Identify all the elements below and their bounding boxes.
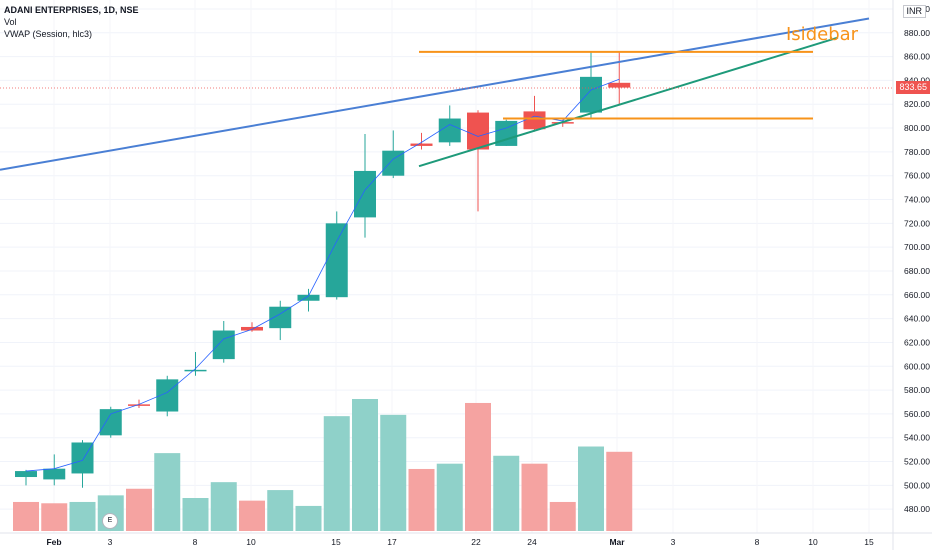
candle-body: [467, 112, 489, 150]
candle-body: [212, 330, 235, 360]
candle-body: [438, 118, 461, 143]
time-tick-label: 15: [331, 537, 341, 547]
volume-bar: [239, 500, 265, 531]
resistance-trendline: [0, 17, 870, 171]
volume-bar: [465, 402, 491, 531]
candle-body: [297, 294, 320, 301]
time-tick-label: Mar: [609, 537, 625, 547]
candle-body: [128, 404, 150, 406]
candle-body: [382, 150, 405, 176]
candle-body: [523, 111, 546, 130]
volume-bar: [13, 501, 39, 531]
price-tick-label: 500.00: [904, 480, 930, 490]
volume-bar: [295, 505, 322, 531]
volume-bar: [408, 468, 435, 531]
time-tick-label: 17: [387, 537, 397, 547]
candle-body: [241, 326, 263, 331]
chart-legend: ADANI ENTERPRISES, 1D, NSE Vol VWAP (Ses…: [4, 4, 139, 40]
price-tick-label: 680.00: [904, 266, 930, 276]
volume-bar: [126, 488, 152, 531]
volume-bar: [521, 463, 548, 531]
volume-bar: [578, 446, 604, 531]
volume-bar: [267, 490, 294, 531]
volume-bar: [154, 453, 181, 531]
price-tick-label: 480.00: [904, 504, 930, 514]
time-tick-label: 3: [671, 537, 676, 547]
candle-body: [71, 442, 94, 474]
price-tick-label: 620.00: [904, 337, 930, 347]
price-tick-label: 880.00: [904, 28, 930, 38]
symbol-title[interactable]: ADANI ENTERPRISES, 1D, NSE: [4, 5, 139, 15]
support-trendline: [418, 36, 839, 168]
drawings: [0, 17, 870, 171]
vwap-indicator-label[interactable]: VWAP (Session, hlc3): [4, 29, 93, 39]
volume-bar: [493, 455, 520, 531]
candles: [15, 51, 631, 488]
earnings-icon[interactable]: E: [102, 513, 118, 529]
time-axis: Feb 3 8 10 15 17 22 24 Mar 3 8 10 15: [0, 532, 932, 547]
price-tick-label: 600.00: [904, 361, 930, 371]
time-tick-label: 3: [108, 537, 113, 547]
candle-body: [580, 76, 602, 113]
candle-body: [269, 306, 292, 329]
volume-bar: [69, 501, 96, 531]
time-tick-label: 8: [193, 537, 198, 547]
price-tick-label: 780.00: [904, 147, 930, 157]
last-price-badge: 833.65: [896, 81, 930, 94]
volume-bar: [549, 501, 576, 531]
candle-body: [354, 170, 376, 218]
time-tick-label: 10: [246, 537, 256, 547]
chart-grid: [0, 8, 893, 510]
time-tick-label: 24: [527, 537, 537, 547]
time-tick-label: 8: [755, 537, 760, 547]
candle-body: [15, 471, 37, 478]
time-tick-label: 15: [864, 537, 874, 547]
volume-bar: [352, 399, 378, 531]
author-watermark: Isidebar: [786, 24, 859, 45]
volume-indicator-label[interactable]: Vol: [4, 17, 17, 27]
volume-bar: [41, 503, 68, 531]
candle-body: [325, 223, 348, 298]
price-tick-label: 740.00: [904, 195, 930, 205]
candle-body: [410, 143, 433, 146]
price-tick-label: 540.00: [904, 433, 930, 443]
volume-bar: [380, 414, 407, 531]
price-tick-label: 640.00: [904, 314, 930, 324]
volume-bar: [436, 463, 463, 531]
candle-body: [99, 409, 122, 436]
price-tick-label: 820.00: [904, 99, 930, 109]
volume-bar: [323, 416, 350, 531]
price-tick-label: 580.00: [904, 385, 930, 395]
vwap-series: [25, 78, 620, 472]
volume-bar: [182, 498, 209, 531]
price-tick-label: 840.00: [904, 75, 930, 85]
candle-body: [184, 369, 207, 372]
time-tick-label: 10: [808, 537, 818, 547]
price-tick-label: 560.00: [904, 409, 930, 419]
volume-bar: [210, 482, 237, 531]
candle-body: [608, 82, 631, 88]
currency-label[interactable]: INR: [902, 5, 926, 18]
price-tick-label: 760.00: [904, 171, 930, 181]
vwap-line: [25, 78, 620, 472]
price-tick-label: 520.00: [904, 457, 930, 467]
candle-body: [495, 120, 518, 146]
price-tick-label: 720.00: [904, 218, 930, 228]
price-tick-label: 860.00: [904, 52, 930, 62]
price-tick-label: 800.00: [904, 123, 930, 133]
time-tick-label: Feb: [46, 537, 61, 547]
time-tick-label: 22: [471, 537, 481, 547]
price-tick-label: 660.00: [904, 290, 930, 300]
price-tick-label: 700.00: [904, 242, 930, 252]
candle-body: [43, 468, 66, 480]
volume-bars: [13, 399, 633, 531]
volume-bar: [606, 451, 633, 531]
